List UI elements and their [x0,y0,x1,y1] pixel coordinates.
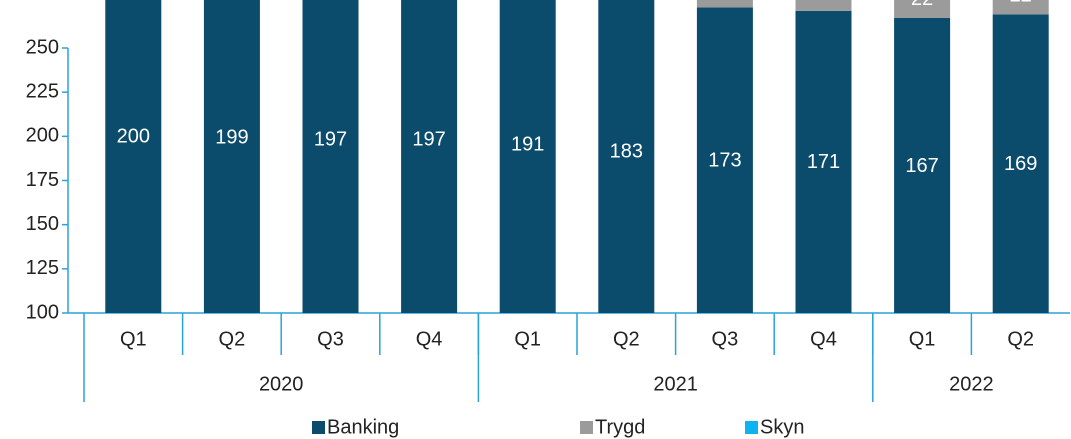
data-label: 167 [905,155,938,177]
x-tick-label: Q1 [120,328,147,350]
x-tick-label: Q1 [909,328,936,350]
data-label: 171 [807,151,840,173]
group-label: 2020 [259,373,304,395]
legend-label: Skyn [760,416,804,438]
bar-segment [795,0,852,11]
group-label: 2022 [949,373,994,395]
x-tick-label: Q1 [514,328,541,350]
legend-swatch [580,421,593,434]
bar-segment [203,0,260,313]
group-label: 2021 [653,373,698,395]
bar-segment [894,17,951,313]
bar-segment [795,10,852,314]
data-label: 183 [610,141,643,163]
data-label: 197 [412,128,445,150]
y-tick-label: 100 [26,301,59,323]
x-tick-label: Q4 [416,328,443,350]
legend-swatch [312,421,325,434]
x-tick-label: Q2 [219,328,246,350]
y-tick-label: 225 [26,80,59,102]
data-label: 169 [1004,153,1037,175]
bar-segment [302,0,359,313]
data-label: 200 [117,126,150,148]
x-tick-label: Q2 [1007,328,1034,350]
x-tick-label: Q3 [317,328,344,350]
x-tick-label: Q2 [613,328,640,350]
bar-segment [598,0,655,313]
y-tick-label: 150 [26,213,59,235]
x-tick-label: Q3 [712,328,739,350]
y-tick-label: 175 [26,169,59,191]
bar-segment [696,0,753,8]
bar-segment [499,0,556,313]
x-tick-label: Q4 [810,328,837,350]
data-label: 173 [708,149,741,171]
bar-segment [696,7,753,313]
bar-segment [992,0,1049,15]
bar-segment [894,0,951,18]
data-label: 197 [314,128,347,150]
data-label: 22 [1010,0,1032,6]
bar-segment [992,14,1049,314]
y-tick-label: 250 [26,36,59,58]
bar-segment [105,0,162,314]
bar-segment [401,0,458,313]
data-label: 23 [812,0,834,2]
y-tick-label: 200 [26,125,59,147]
data-label: 199 [215,126,248,148]
legend-label: Trygd [595,416,645,438]
legend-swatch [745,421,758,434]
data-label: 191 [511,134,544,156]
data-label: 22 [911,0,933,10]
legend-label: Banking [327,416,399,438]
y-tick-label: 125 [26,257,59,279]
